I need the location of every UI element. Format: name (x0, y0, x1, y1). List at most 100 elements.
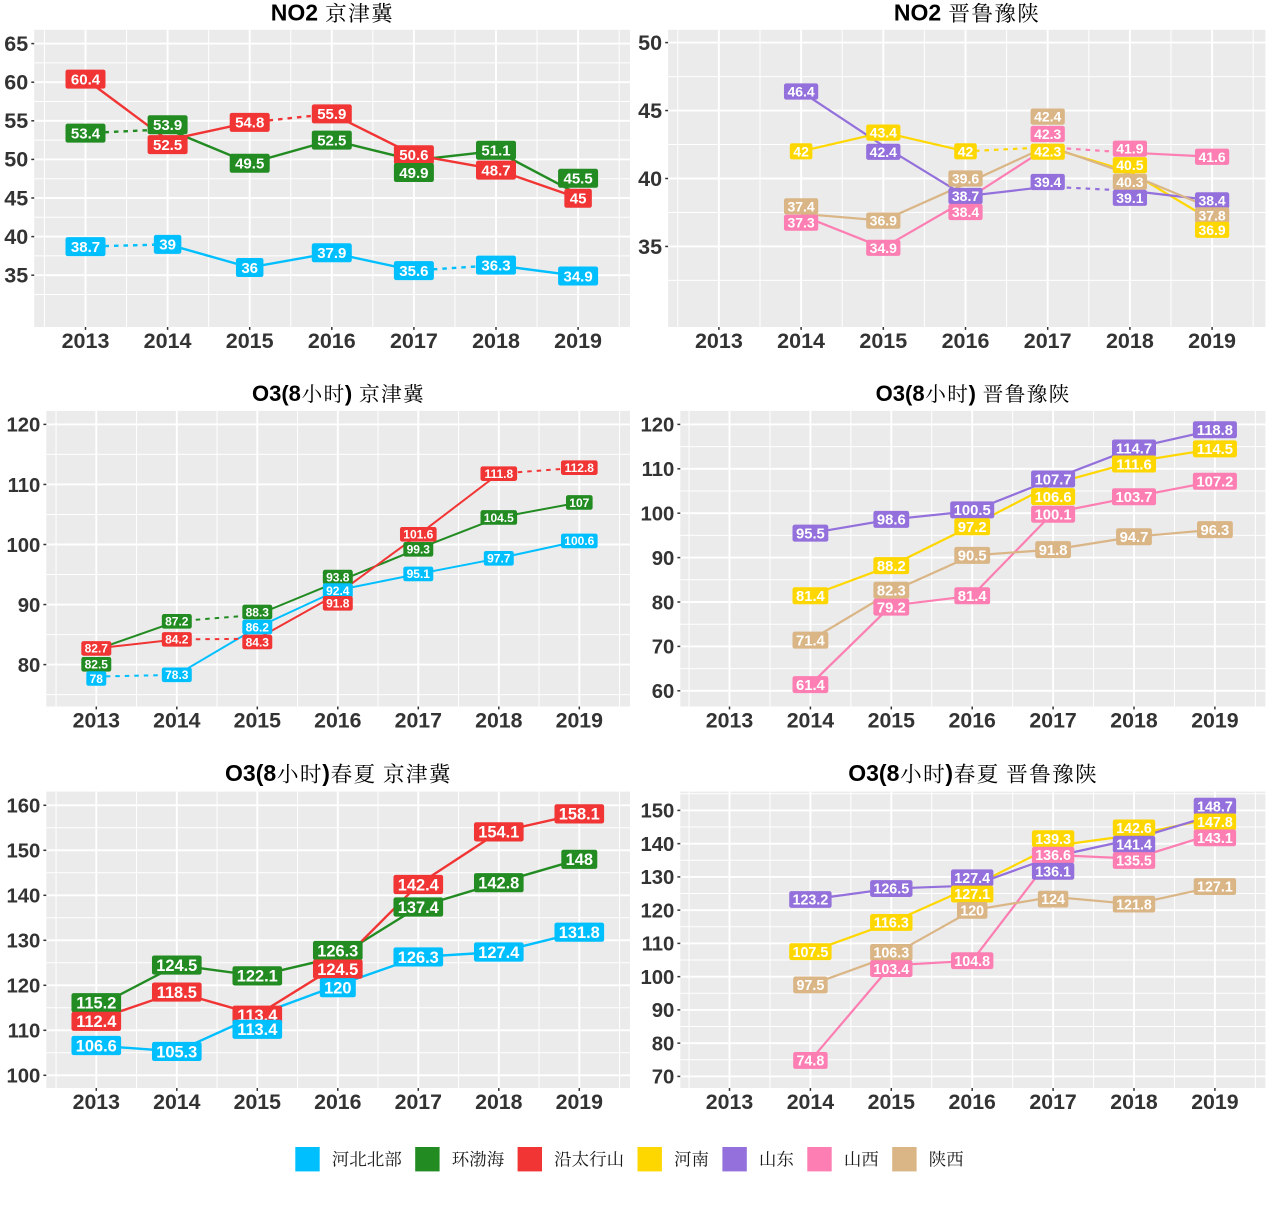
svg-text:38.7: 38.7 (71, 239, 100, 256)
svg-text:2014: 2014 (153, 708, 201, 732)
svg-text:90.5: 90.5 (958, 549, 987, 565)
svg-text:124.5: 124.5 (317, 961, 358, 979)
svg-text:35: 35 (4, 264, 28, 288)
svg-text:120: 120 (324, 980, 351, 998)
svg-text:80: 80 (652, 592, 675, 614)
svg-text:2014: 2014 (153, 1090, 201, 1114)
svg-text:98.6: 98.6 (877, 513, 906, 529)
svg-text:120: 120 (960, 904, 984, 920)
svg-text:90: 90 (18, 595, 41, 617)
svg-text:36.9: 36.9 (1198, 222, 1225, 238)
svg-text:120: 120 (640, 900, 674, 922)
svg-text:40: 40 (4, 225, 28, 249)
svg-text:110: 110 (642, 459, 675, 481)
svg-text:51.1: 51.1 (481, 143, 510, 160)
svg-text:60.4: 60.4 (71, 71, 101, 88)
svg-text:107: 107 (569, 496, 589, 510)
svg-text:124.5: 124.5 (156, 957, 197, 975)
svg-text:2018: 2018 (1110, 1090, 1158, 1114)
svg-text:49.5: 49.5 (235, 156, 264, 173)
svg-text:37.8: 37.8 (1198, 207, 1225, 223)
svg-text:116.3: 116.3 (874, 916, 909, 932)
svg-text:): ) (945, 760, 953, 786)
svg-text:120: 120 (6, 976, 40, 998)
svg-text:2017: 2017 (1029, 708, 1076, 732)
svg-text:): ) (969, 381, 976, 406)
svg-text:136.1: 136.1 (1035, 864, 1071, 880)
svg-text:86.2: 86.2 (246, 620, 270, 634)
svg-text:42: 42 (958, 143, 974, 159)
svg-text:97.7: 97.7 (487, 552, 511, 566)
svg-text:2014: 2014 (787, 1090, 835, 1114)
svg-text:61.4: 61.4 (796, 678, 826, 694)
svg-text:2015: 2015 (859, 329, 907, 353)
svg-text:38.7: 38.7 (952, 188, 979, 204)
svg-text:2016: 2016 (942, 329, 990, 353)
svg-text:124: 124 (1041, 892, 1065, 908)
svg-text:111.8: 111.8 (484, 467, 513, 481)
svg-text:2014: 2014 (777, 329, 825, 353)
svg-text:114.7: 114.7 (1116, 441, 1152, 457)
svg-text:38.4: 38.4 (1198, 192, 1225, 208)
svg-text:100.5: 100.5 (954, 503, 991, 519)
svg-text:107.2: 107.2 (1196, 475, 1233, 491)
svg-text:130: 130 (640, 867, 674, 889)
svg-text:2014: 2014 (144, 329, 192, 353)
svg-text:41.6: 41.6 (1198, 149, 1225, 165)
svg-text:107.5: 107.5 (793, 945, 829, 961)
svg-text:43.4: 43.4 (870, 125, 897, 141)
svg-text:37.4: 37.4 (787, 198, 814, 214)
svg-text:2016: 2016 (314, 1090, 362, 1114)
svg-text:39.4: 39.4 (1034, 174, 1061, 190)
svg-text:150: 150 (640, 801, 674, 823)
svg-text:55: 55 (4, 109, 28, 133)
svg-text:2015: 2015 (234, 708, 282, 732)
svg-text:93.8: 93.8 (326, 570, 350, 584)
svg-text:2019: 2019 (554, 329, 602, 353)
svg-text:107.7: 107.7 (1035, 472, 1072, 488)
svg-text:95.5: 95.5 (796, 526, 825, 542)
svg-text:2019: 2019 (556, 1090, 604, 1114)
svg-text:50: 50 (4, 148, 28, 172)
svg-text:90: 90 (652, 548, 675, 570)
svg-text:50.6: 50.6 (399, 147, 428, 164)
svg-text:53.4: 53.4 (71, 126, 101, 143)
svg-text:40.5: 40.5 (1116, 157, 1143, 173)
svg-text:45: 45 (638, 99, 662, 123)
svg-text:2017: 2017 (395, 1090, 442, 1114)
svg-text:137.4: 137.4 (398, 899, 440, 917)
svg-text:2019: 2019 (1191, 1090, 1239, 1114)
svg-text:100: 100 (640, 967, 674, 989)
svg-text:2013: 2013 (73, 708, 121, 732)
svg-text:37.3: 37.3 (787, 215, 814, 231)
svg-text:90: 90 (652, 1000, 675, 1022)
svg-text:O3(8: O3(8 (225, 760, 276, 786)
svg-text:2013: 2013 (706, 1090, 754, 1114)
svg-text:O3(8: O3(8 (252, 381, 301, 406)
svg-text:84.2: 84.2 (165, 633, 189, 647)
svg-text:97.2: 97.2 (958, 520, 987, 536)
svg-text:78: 78 (90, 672, 104, 686)
svg-text:53.9: 53.9 (153, 117, 182, 134)
svg-text:2016: 2016 (949, 1090, 997, 1114)
svg-text:2018: 2018 (1106, 329, 1154, 353)
svg-text:104.5: 104.5 (484, 511, 514, 525)
svg-text:2015: 2015 (226, 329, 274, 353)
svg-text:2018: 2018 (1110, 708, 1158, 732)
svg-text:135.5: 135.5 (1116, 854, 1152, 870)
svg-text:139.3: 139.3 (1035, 832, 1071, 848)
svg-text:2018: 2018 (475, 1090, 523, 1114)
svg-text:45: 45 (570, 191, 587, 208)
svg-text:55.9: 55.9 (317, 106, 346, 123)
svg-text:NO2: NO2 (894, 0, 941, 26)
svg-text:2017: 2017 (390, 329, 438, 353)
svg-text:39.1: 39.1 (1116, 190, 1143, 206)
svg-text:34.9: 34.9 (563, 268, 592, 285)
svg-text:O3(8: O3(8 (876, 381, 925, 406)
svg-text:106.6: 106.6 (76, 1037, 117, 1055)
svg-text:45.5: 45.5 (563, 171, 592, 188)
svg-text:160: 160 (6, 796, 40, 818)
svg-text:80: 80 (652, 1033, 675, 1055)
svg-text:121.8: 121.8 (1116, 897, 1152, 913)
svg-text:120: 120 (640, 415, 674, 437)
